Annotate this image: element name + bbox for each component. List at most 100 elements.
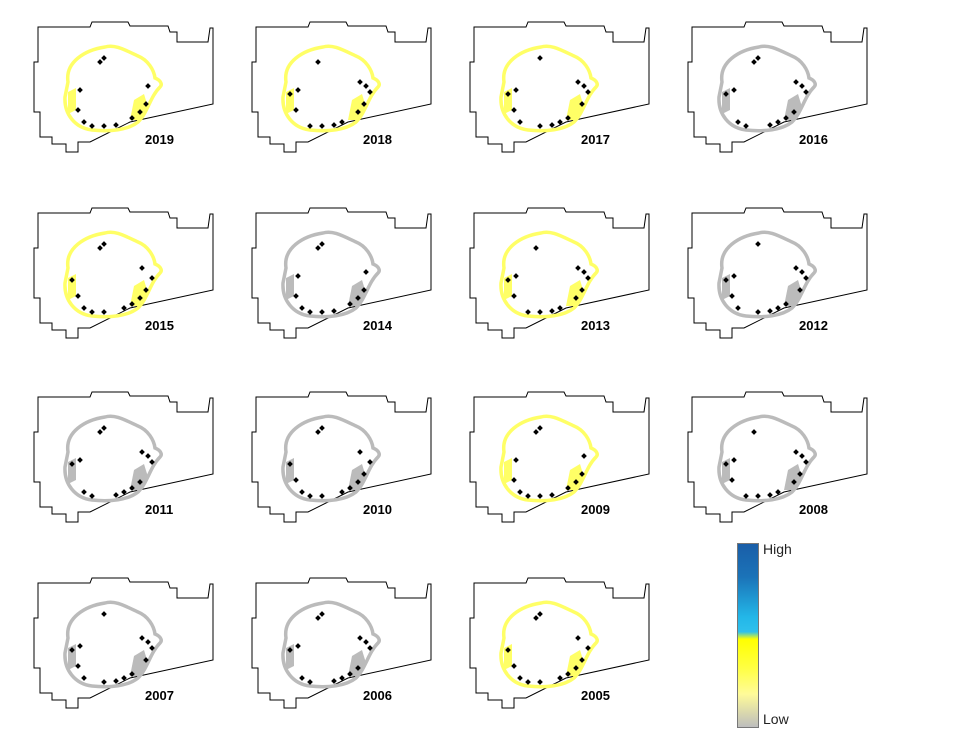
site-marker <box>537 309 543 315</box>
site-marker <box>517 675 523 681</box>
site-marker <box>575 265 581 271</box>
site-marker <box>783 301 789 307</box>
site-marker <box>299 675 305 681</box>
site-marker <box>755 493 761 499</box>
site-marker <box>97 59 103 65</box>
site-marker <box>319 425 325 431</box>
site-marker <box>799 269 805 275</box>
site-marker <box>775 489 781 495</box>
map-panel-2015: 2015 <box>30 207 240 368</box>
map-2010 <box>251 391 432 523</box>
site-marker <box>319 309 325 315</box>
site-marker <box>723 461 729 467</box>
ring-zone <box>281 600 381 689</box>
map-panel-2013: 2013 <box>466 207 676 368</box>
site-marker <box>293 477 299 483</box>
site-marker <box>579 471 585 477</box>
site-marker <box>319 241 325 247</box>
site-marker <box>139 449 145 455</box>
map-panel-2010: 2010 <box>248 391 458 552</box>
site-marker <box>537 611 543 617</box>
site-marker <box>101 55 107 61</box>
hotspot-area <box>348 280 366 306</box>
site-marker <box>723 91 729 97</box>
map-2007 <box>33 577 214 709</box>
site-marker <box>101 425 107 431</box>
site-marker <box>755 241 761 247</box>
site-marker <box>77 87 83 93</box>
site-marker <box>731 273 737 279</box>
ring-zone <box>499 230 599 319</box>
hotspot-area <box>130 280 148 306</box>
map-panel-2019: 2019 <box>30 21 240 182</box>
site-marker <box>299 489 305 495</box>
site-marker <box>101 123 107 129</box>
map-2015 <box>33 207 214 339</box>
site-marker <box>319 123 325 129</box>
site-marker <box>295 643 301 649</box>
hotspot-area <box>566 650 584 676</box>
site-marker <box>797 471 803 477</box>
hotspot-area <box>130 464 148 490</box>
site-marker <box>143 287 149 293</box>
site-marker <box>505 647 511 653</box>
site-marker <box>307 679 313 685</box>
hotspot-area <box>566 94 584 120</box>
site-marker <box>533 429 539 435</box>
site-marker <box>565 115 571 121</box>
site-marker <box>315 245 321 251</box>
hotspot-area <box>566 280 584 306</box>
year-label: 2015 <box>145 318 174 333</box>
site-marker <box>69 647 75 653</box>
site-marker <box>81 675 87 681</box>
site-marker <box>513 87 519 93</box>
map-2012 <box>687 207 868 339</box>
site-marker <box>143 101 149 107</box>
site-marker <box>537 493 543 499</box>
site-marker <box>565 485 571 491</box>
site-marker <box>729 477 735 483</box>
site-marker <box>797 287 803 293</box>
study-area-boundary <box>33 391 214 523</box>
site-marker <box>743 123 749 129</box>
map-panel-2009: 2009 <box>466 391 676 552</box>
hotspot-area <box>348 650 366 676</box>
hotspot-area <box>784 464 802 490</box>
site-marker <box>537 55 543 61</box>
site-marker <box>121 675 127 681</box>
site-marker <box>355 295 361 301</box>
site-marker <box>751 59 757 65</box>
site-marker <box>775 119 781 125</box>
hotspot-area <box>68 88 76 114</box>
site-marker <box>287 647 293 653</box>
hotspot-area <box>784 280 802 306</box>
site-marker <box>511 107 517 113</box>
ring-zone <box>717 44 817 133</box>
map-panel-2012: 2012 <box>684 207 894 368</box>
site-marker <box>357 635 363 641</box>
map-panel-2005: 2005 <box>466 577 676 738</box>
site-marker <box>81 489 87 495</box>
site-marker <box>129 115 135 121</box>
hotspot-area <box>286 274 294 300</box>
site-marker <box>137 109 143 115</box>
site-marker <box>525 679 531 685</box>
site-marker <box>101 241 107 247</box>
site-marker <box>149 645 155 651</box>
ring-zone <box>499 44 599 133</box>
site-marker <box>579 287 585 293</box>
site-marker <box>355 479 361 485</box>
site-marker <box>767 308 773 314</box>
site-marker <box>355 665 361 671</box>
site-marker <box>97 429 103 435</box>
site-marker <box>743 493 749 499</box>
map-panel-2008: 2008 <box>684 391 894 552</box>
ring-zone <box>63 44 163 133</box>
site-marker <box>339 675 345 681</box>
map-panel-2018: 2018 <box>248 21 458 182</box>
site-marker <box>793 79 799 85</box>
site-marker <box>363 639 369 645</box>
site-marker <box>799 83 805 89</box>
site-marker <box>319 493 325 499</box>
study-area-boundary <box>687 21 868 153</box>
